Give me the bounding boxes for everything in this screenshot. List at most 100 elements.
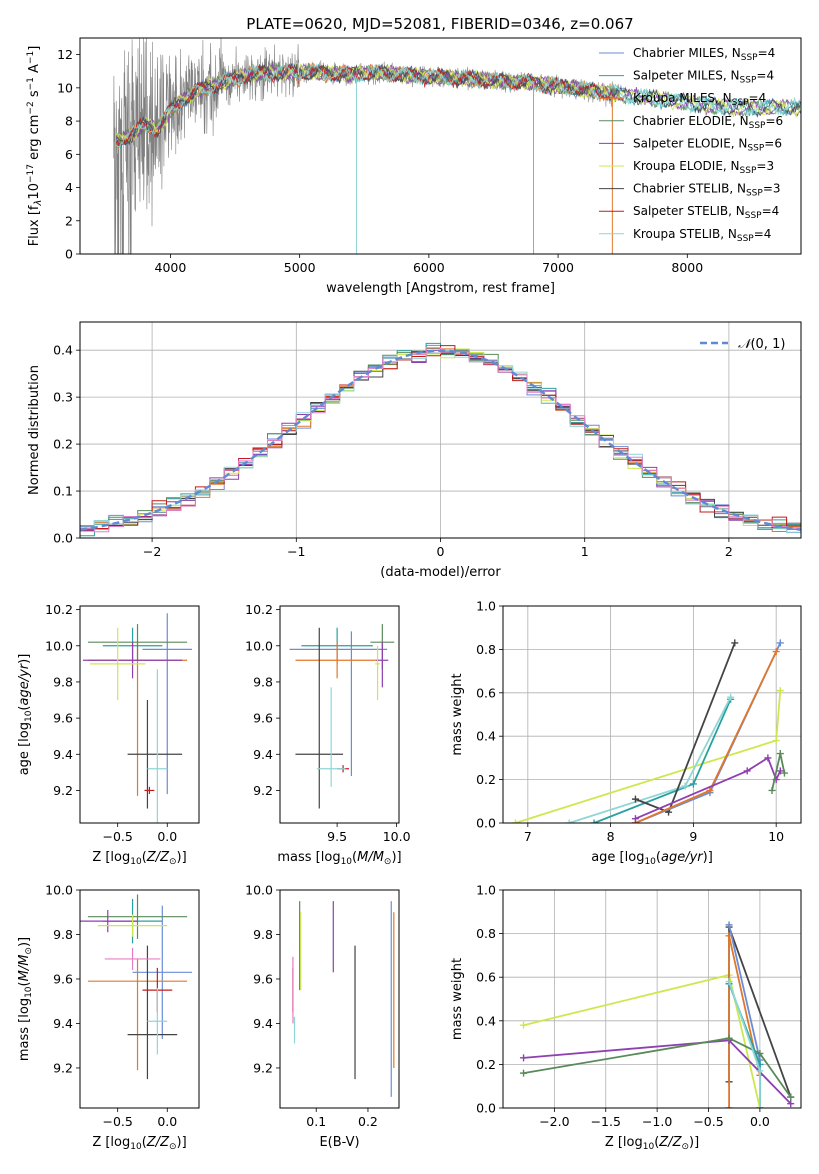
y-tick-label: 9.4 [253,747,273,762]
data-point-marker [772,648,780,656]
y-tick-label: 10.0 [45,883,73,898]
model-fit-line [115,64,613,147]
x-tick-label: 7 [524,829,532,844]
x-axis-label: mass [log10(M/M⊙)] [277,850,401,867]
x-axis-label: age [log10(age/yr)] [591,850,713,867]
data-point-marker [776,639,784,647]
axes-frame [279,605,400,824]
mass-weight-lines [520,921,795,1108]
y-axis-label: Normed distribution [27,365,42,495]
x-axis-label: Z [log10(Z/Z⊙)] [92,850,186,867]
y-tick-label: 0 [65,247,73,262]
x-axis-label: (data-model)/error [380,565,501,580]
y-tick-label: 8 [65,114,73,129]
y-tick-label: 0.2 [53,437,73,452]
data-point-marker [689,780,697,788]
model-fit-line [115,63,801,146]
x-axis-label: Z [log10(Z/Z⊙)] [605,1135,699,1152]
y-tick-label: 10.0 [245,638,273,653]
data-point-marker [706,786,714,794]
data-point-marker [631,815,639,823]
mass-weight-series [635,651,778,823]
y-tick-label: 10.0 [245,883,273,898]
data-point-marker [725,1104,733,1108]
y-tick-label: 9.2 [253,783,273,798]
y-tick-label: 0.4 [53,343,73,358]
y-tick-label: 0.6 [476,970,496,985]
data-point-marker [520,1021,528,1029]
mass-weight-series [635,756,782,820]
x-tick-label: −2 [143,544,161,559]
data-point-marker [776,767,784,775]
mass-weight-series [728,924,761,1108]
y-axis-label: Flux [fλ10−17 erg cm−2 s−1 A−1] [26,46,44,247]
mass-vs-Z-panel: −0.5 0.0 9.2 9.4 9.6 9.8 10.0 Z [log10(Z/Z⊙)] ma… [17,883,200,1152]
y-tick-label: 0.3 [53,390,73,405]
x-tick-label: 0.0 [157,829,177,844]
x-tick-label: 2 [725,544,733,559]
data-point-marker [727,693,735,701]
y-tick-label: 0.0 [476,1101,496,1116]
x-tick-label: −1.0 [642,1114,672,1129]
x-tick-label: 5000 [284,260,316,275]
y-tick-label: 9.8 [53,674,73,689]
plots-group: 4000 5000 6000 7000 8000024681012wavelength … [17,37,802,1152]
data-point-marker [756,1067,764,1075]
axes-frame [79,605,200,824]
x-axis-label: E(B-V) [319,1135,359,1150]
data-point-marker [511,819,519,823]
y-tick-label: 9.6 [253,971,273,986]
y-tick-label: 9.8 [253,927,273,942]
x-tick-label: 0.2 [358,1114,378,1129]
y-tick-label: 9.6 [53,711,73,726]
histograms [80,342,801,538]
axes-frame [279,889,400,1109]
mass-weight-lines [511,639,788,823]
legend-label: Chabrier STELIB, NSSP=3 [633,182,781,199]
massweight-vs-Z-panel: −2.0 −1.5 −1.0 −0.5 0.0 0.0 0.2 0.4 0.6 0.8 1.0 mas… [450,883,802,1152]
y-tick-label: 10 [57,80,73,95]
x-tick-label: −1.5 [591,1114,621,1129]
x-tick-label: 10.0 [383,829,411,844]
y-tick-label: 0.8 [476,926,496,941]
model-fit-line [115,62,801,148]
legend-label: Chabrier MILES, NSSP=4 [633,46,775,63]
axes-frame [79,889,200,1109]
y-tick-label: 9.2 [53,783,73,798]
y-tick-label: 10.2 [45,602,73,617]
y-tick-label: 12 [57,47,73,62]
x-tick-label: −1 [287,544,305,559]
x-tick-label: −2.0 [539,1114,569,1129]
y-tick-label: 9.8 [53,927,73,942]
legend-label: Salpeter ELODIE, NSSP=6 [633,136,782,153]
data-point-marker [631,795,639,803]
data-point-marker [725,1034,733,1042]
y-tick-label: 1.0 [476,599,496,614]
y-tick-label: 0.0 [53,531,73,546]
y-tick-label: 0.8 [476,642,496,657]
spectrum-panel: 4000 5000 6000 7000 8000 0 2 4 6 8 10 12 wavelength … [26,37,802,296]
x-tick-label: 0.1 [306,1114,326,1129]
data-point-marker [520,1054,528,1062]
spectrum-lines [113,38,801,254]
x-tick-label: 8000 [671,260,703,275]
legend-label: 𝒩(0, 1) [738,337,785,352]
x-axis-label: wavelength [Angstrom, rest frame] [326,281,555,296]
y-tick-label: 9.4 [253,1016,273,1031]
x-tick-label: 9.5 [327,829,347,844]
normal-distribution-curve [80,349,801,531]
y-tick-label: 0.6 [476,685,496,700]
y-axis-label: mass [log10(M/M⊙)] [17,937,34,1061]
y-tick-label: 9.2 [253,1060,273,1075]
residuals-panel: −2 −1 0 1 2 0.0 0.1 0.2 0.3 0.4 (data-model)/error… [27,321,802,580]
axes-frame [79,321,802,539]
errorbars [289,624,395,809]
errorbars [292,901,395,1097]
age-vs-Z-panel: −0.5 0.0 9.2 9.4 9.6 9.8 10.0 10.2 Z [log10(Z/Z⊙… [17,602,200,867]
y-tick-label: 0.4 [476,729,496,744]
x-tick-label: 0.0 [157,1114,177,1129]
data-point-marker [725,932,733,940]
y-tick-label: 10.2 [245,602,273,617]
observed-spectrum [113,38,621,254]
